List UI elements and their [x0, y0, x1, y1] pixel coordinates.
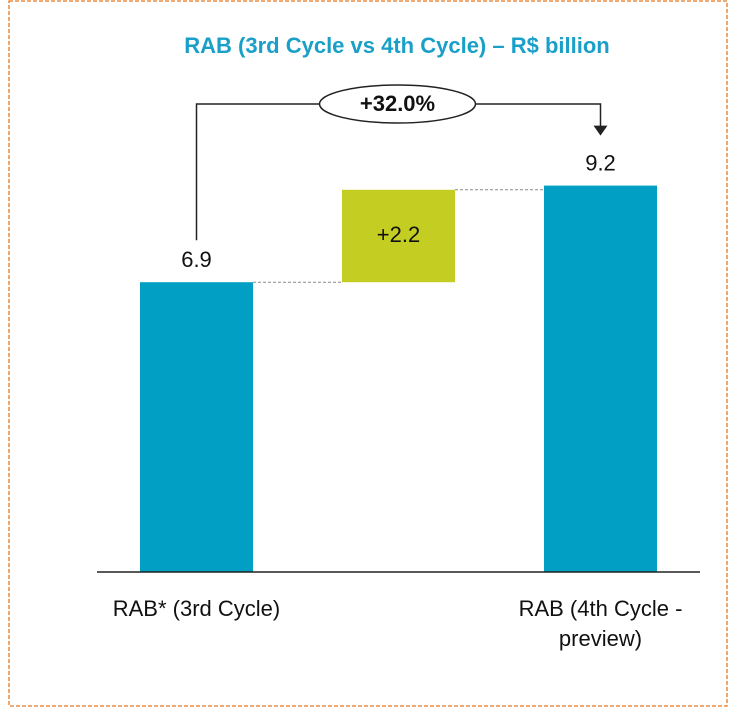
- annotation: +32.0%: [360, 91, 435, 116]
- value-label: 6.9: [181, 247, 212, 272]
- frame: [8, 0, 728, 707]
- value-label: +2.2: [377, 222, 420, 247]
- arrow-head: [593, 125, 608, 136]
- bar: [342, 189, 455, 283]
- x-tick-label: RAB (4th Cycle - preview): [518, 596, 683, 651]
- bar: [544, 185, 657, 572]
- bar: [140, 282, 253, 572]
- annotation-ellipse: [318, 84, 477, 124]
- value-label: 9.2: [585, 150, 616, 175]
- chart-title: RAB (3rd Cycle vs 4th Cycle) – R$ billio…: [184, 33, 609, 58]
- x-tick-label: RAB* (3rd Cycle): [112, 596, 281, 621]
